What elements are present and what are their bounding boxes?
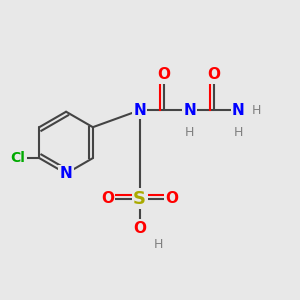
Text: H: H xyxy=(185,126,194,139)
Text: H: H xyxy=(154,238,163,251)
Text: O: O xyxy=(101,191,114,206)
Text: H: H xyxy=(252,104,262,117)
Text: N: N xyxy=(133,103,146,118)
Text: S: S xyxy=(133,190,146,208)
Text: N: N xyxy=(232,103,245,118)
Text: O: O xyxy=(158,68,171,82)
Text: Cl: Cl xyxy=(11,151,26,165)
Text: H: H xyxy=(234,126,243,139)
Text: N: N xyxy=(60,166,73,181)
Text: O: O xyxy=(133,220,146,236)
Text: O: O xyxy=(166,191,178,206)
Text: N: N xyxy=(183,103,196,118)
Text: O: O xyxy=(208,68,221,82)
